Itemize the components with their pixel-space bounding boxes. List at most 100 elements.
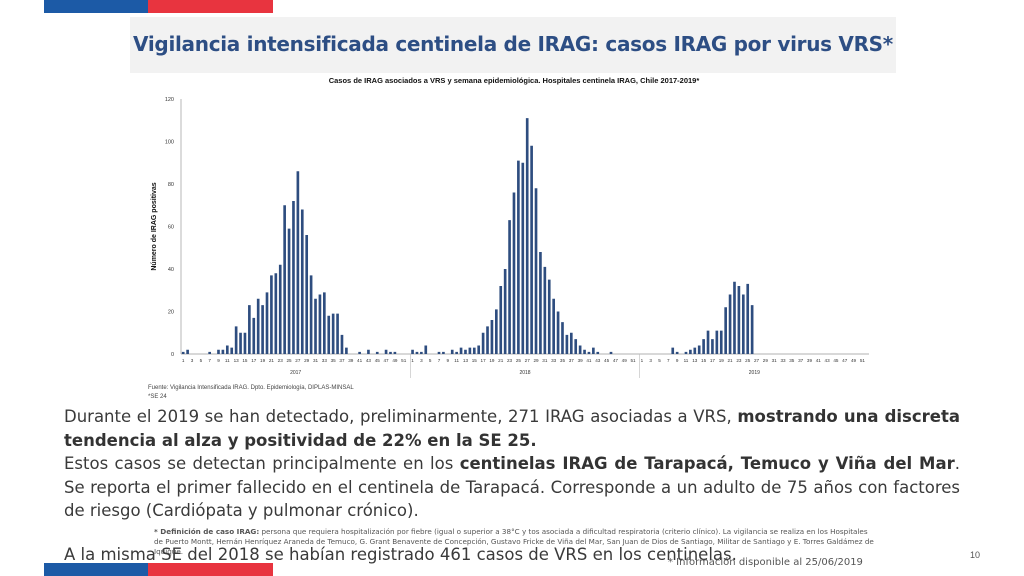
x-tick-label: 17 (481, 358, 487, 363)
bar-2017-week-20 (265, 292, 269, 355)
x-tick-label: 7 (208, 358, 211, 363)
x-tick-label: 43 (595, 358, 601, 363)
y-axis-label: Número de IRAG positivas (151, 182, 158, 270)
bar-2019-week-9 (675, 351, 679, 355)
bar-2017-week-10 (221, 349, 225, 354)
bar-2017-week-9 (217, 349, 220, 354)
x-tick-label: 19 (719, 358, 725, 363)
x-tick-label: 21 (269, 358, 275, 363)
case-definition-footnote: * Definición de caso IRAG: persona que r… (154, 527, 878, 557)
bar-2018-week-21 (499, 286, 503, 354)
x-tick-label: 17 (710, 358, 716, 363)
bar-2017-week-14 (239, 332, 242, 354)
bar-2018-week-33 (552, 298, 555, 354)
bar-2017-week-30 (309, 275, 313, 355)
paragraph-2-bold: centinelas IRAG de Tarapacá, Temuco y Vi… (459, 454, 955, 473)
bar-2017-week-27 (296, 171, 300, 354)
x-tick-label: 49 (622, 358, 628, 363)
bar-2017-week-49 (393, 351, 397, 355)
bar-2017-week-15 (243, 332, 247, 354)
bar-2018-week-35 (561, 322, 564, 355)
bar-2018-week-36 (565, 334, 569, 355)
chart-source: Fuente: Vigilancia Intensificada IRAG. D… (148, 385, 354, 391)
bar-2018-week-7 (437, 351, 441, 355)
bar-2019-week-12 (689, 349, 692, 354)
x-tick-label: 35 (789, 358, 795, 363)
bar-2018-week-11 (455, 351, 458, 355)
bar-2017-week-2 (186, 349, 189, 354)
bar-2017-week-13 (234, 326, 238, 355)
x-tick-label: 25 (745, 358, 751, 363)
x-tick-label: 5 (429, 358, 432, 363)
x-tick-label: 41 (816, 358, 822, 363)
paragraph-1-bold: mostrando una discreta tendencia al alza… (64, 407, 960, 450)
x-tick-label: 49 (392, 358, 398, 363)
bar-2019-week-19 (719, 330, 723, 355)
x-tick-label: 1 (182, 358, 185, 363)
bar-2018-week-29 (534, 188, 538, 354)
bar-2018-week-15 (472, 347, 476, 355)
paragraph-1: Durante el 2019 se han detectado, prelim… (64, 405, 960, 452)
x-tick-label: 21 (498, 358, 504, 363)
x-tick-label: 35 (331, 358, 337, 363)
bar-2018-week-22 (503, 269, 507, 354)
chart-se-note: *SE 24 (148, 394, 167, 400)
bar-2017-week-29 (305, 235, 309, 354)
bar-2019-week-26 (750, 305, 754, 355)
x-tick-label: 7 (667, 358, 670, 363)
x-tick-label: 23 (736, 358, 742, 363)
bar-2018-week-18 (486, 326, 489, 355)
x-tick-label: 39 (807, 358, 813, 363)
bar-2017-week-38 (345, 347, 348, 355)
bar-2017-week-47 (384, 349, 388, 354)
bar-2018-week-4 (424, 345, 428, 354)
brand-bar-blue-bottom (44, 563, 148, 576)
x-tick-label: 5 (658, 358, 661, 363)
x-tick-label: 39 (348, 358, 354, 363)
bar-2017-week-17 (252, 317, 256, 355)
x-tick-label: 19 (260, 358, 266, 363)
x-tick-label: 11 (225, 358, 230, 363)
x-tick-label: 9 (676, 358, 679, 363)
bar-2017-week-28 (300, 209, 304, 354)
y-tick-label: 60 (168, 225, 174, 231)
x-tick-label: 9 (447, 358, 450, 363)
x-tick-label: 33 (322, 358, 328, 363)
bar-2017-week-35 (331, 313, 335, 355)
bar-2019-week-14 (697, 345, 701, 354)
x-tick-label: 27 (754, 358, 760, 363)
bar-chart: Casos de IRAG asociados a VRS y semana e… (148, 76, 869, 400)
x-tick-label: 45 (604, 358, 610, 363)
x-tick-label: 15 (701, 358, 707, 363)
x-tick-label: 41 (586, 358, 592, 363)
x-tick-label: 3 (191, 358, 194, 363)
x-tick-label: 51 (630, 358, 636, 363)
bar-2018-week-46 (609, 351, 613, 355)
bar-2017-week-23 (278, 264, 282, 354)
y-tick-label: 20 (168, 310, 174, 316)
paragraph-2: Estos casos se detectan principalmente e… (64, 452, 960, 523)
year-label: 2018 (519, 370, 530, 376)
bar-2018-week-34 (556, 311, 560, 354)
bar-2018-week-23 (508, 220, 511, 355)
y-tick-label: 80 (168, 182, 174, 188)
bar-2019-week-17 (711, 339, 714, 355)
x-tick-label: 31 (772, 358, 778, 363)
x-tick-label: 47 (842, 358, 848, 363)
x-tick-label: 15 (242, 358, 248, 363)
x-tick-label: 45 (375, 358, 381, 363)
bar-2017-week-12 (230, 347, 234, 355)
bar-2017-week-48 (389, 351, 392, 355)
bar-2019-week-21 (728, 294, 732, 354)
x-tick-label: 1 (641, 358, 644, 363)
bar-2018-week-10 (450, 349, 454, 354)
bar-2017-week-25 (287, 228, 291, 355)
bar-2017-week-1 (181, 351, 185, 355)
x-tick-label: 39 (578, 358, 584, 363)
x-tick-label: 49 (851, 358, 857, 363)
bar-2018-week-37 (569, 332, 573, 354)
bar-2019-week-16 (706, 330, 710, 355)
page-number: 10 (970, 550, 981, 560)
x-tick-label: 25 (286, 358, 292, 363)
y-tick-label: 0 (171, 352, 174, 358)
